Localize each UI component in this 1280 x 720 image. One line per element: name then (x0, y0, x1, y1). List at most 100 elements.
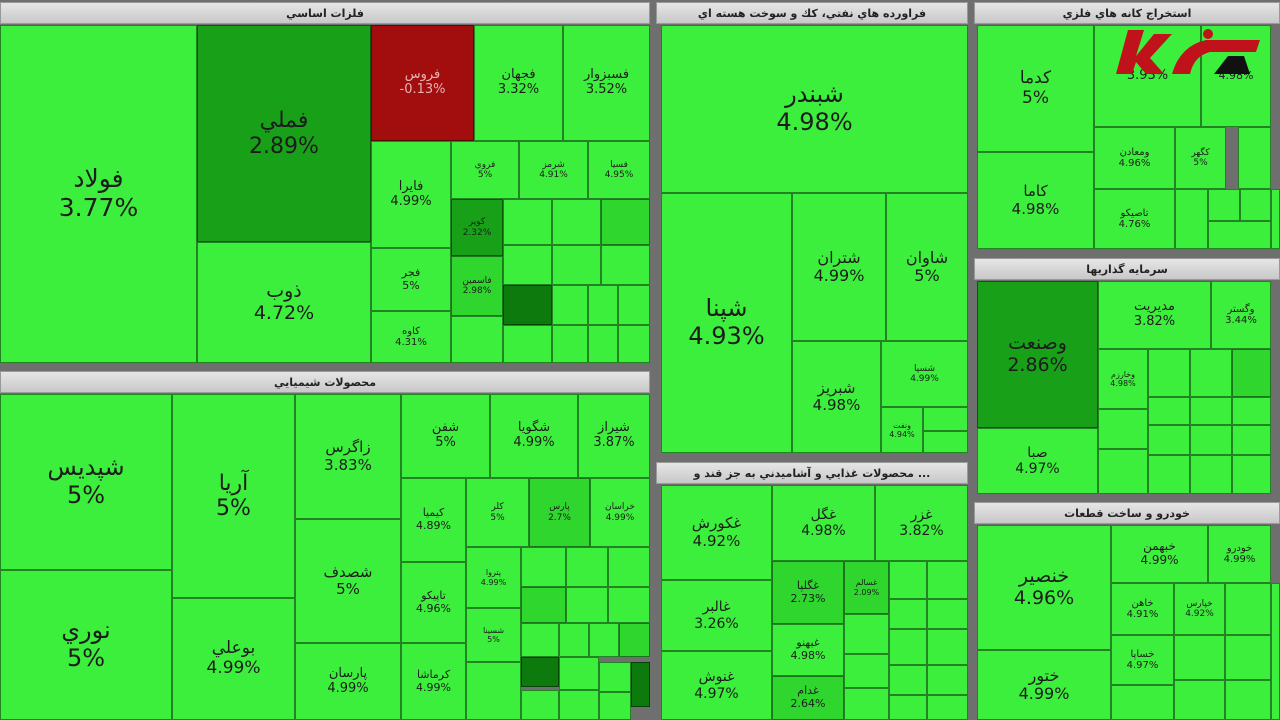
filler-tile[interactable] (559, 657, 599, 690)
stock-tile[interactable]: كرماشا 4.99% (401, 643, 466, 720)
filler-tile[interactable] (923, 407, 968, 431)
filler-tile[interactable] (889, 695, 927, 720)
filler-tile[interactable] (1238, 127, 1271, 189)
filler-tile[interactable] (1190, 425, 1232, 455)
filler-tile[interactable] (521, 657, 559, 687)
stock-tile[interactable]: غالبر 3.26% (661, 580, 772, 651)
filler-tile[interactable] (1174, 635, 1225, 680)
stock-tile[interactable]: خبهمن 4.99% (1111, 525, 1208, 583)
stock-tile[interactable]: خپارس 4.92% (1174, 583, 1225, 635)
filler-tile[interactable] (1232, 397, 1271, 425)
filler-tile[interactable] (589, 623, 619, 657)
stock-tile[interactable]: شپديس 5% (0, 394, 172, 570)
filler-tile[interactable] (588, 285, 618, 325)
filler-tile[interactable] (503, 199, 552, 245)
stock-tile[interactable]: پتروا 4.99% (466, 547, 521, 608)
stock-tile[interactable]: وگستر 3.44% (1211, 281, 1271, 349)
stock-tile[interactable]: كاما 4.98% (977, 152, 1094, 249)
stock-tile[interactable]: غسالم 2.09% (844, 561, 889, 614)
stock-tile[interactable]: فسيا 4.95% (588, 141, 650, 199)
filler-tile[interactable] (889, 599, 927, 629)
filler-tile[interactable] (1174, 680, 1225, 720)
stock-tile[interactable]: فروس -0.13% (371, 25, 474, 141)
filler-tile[interactable] (844, 688, 889, 720)
stock-tile[interactable]: خاهن 4.91% (1111, 583, 1174, 635)
filler-tile[interactable] (601, 245, 650, 285)
filler-tile[interactable] (559, 623, 589, 657)
filler-tile[interactable] (1271, 583, 1280, 720)
stock-tile[interactable]: تاصيكو 4.76% (1094, 189, 1175, 249)
filler-tile[interactable] (552, 285, 588, 325)
filler-tile[interactable] (1240, 189, 1271, 221)
stock-tile[interactable]: كدما 5% (977, 25, 1094, 152)
filler-tile[interactable] (1225, 680, 1271, 720)
stock-tile[interactable]: شفن 5% (401, 394, 490, 478)
stock-tile[interactable]: شبريز 4.98% (792, 341, 881, 453)
filler-tile[interactable] (1148, 425, 1190, 455)
stock-tile[interactable]: شيراز 3.87% (578, 394, 650, 478)
filler-tile[interactable] (503, 245, 552, 285)
stock-tile[interactable]: ومعادن 4.96% (1094, 127, 1175, 189)
stock-tile[interactable]: صبا 4.97% (977, 428, 1098, 494)
stock-tile[interactable]: نوري 5% (0, 570, 172, 720)
stock-tile[interactable]: غگل 4.98% (772, 485, 875, 561)
filler-tile[interactable] (631, 662, 650, 707)
filler-tile[interactable] (599, 692, 631, 720)
stock-tile[interactable]: شسپا 4.99% (881, 341, 968, 407)
filler-tile[interactable] (1190, 455, 1232, 494)
stock-tile[interactable]: شسينا 5% (466, 608, 521, 662)
filler-tile[interactable] (1148, 349, 1190, 397)
filler-tile[interactable] (1208, 221, 1271, 249)
filler-tile[interactable] (503, 285, 552, 325)
stock-tile[interactable]: ختور 4.99% (977, 650, 1111, 720)
stock-tile[interactable]: فجهان 3.32% (474, 25, 563, 141)
filler-tile[interactable] (889, 629, 927, 665)
stock-tile[interactable]: خنصير 4.96% (977, 525, 1111, 650)
filler-tile[interactable] (927, 599, 968, 629)
filler-tile[interactable] (889, 561, 927, 599)
stock-tile[interactable]: غبهنو 4.98% (772, 624, 844, 676)
stock-tile[interactable]: كاوه 4.31% (371, 311, 451, 363)
filler-tile[interactable] (1225, 583, 1271, 635)
filler-tile[interactable] (503, 325, 552, 363)
stock-tile[interactable]: خراسان 4.99% (590, 478, 650, 547)
filler-tile[interactable] (552, 325, 588, 363)
filler-tile[interactable] (1271, 189, 1280, 249)
stock-tile[interactable]: تاپيكو 4.96% (401, 562, 466, 643)
stock-tile[interactable]: وصنعت 2.86% (977, 281, 1098, 428)
stock-tile[interactable]: غدام 2.64% (772, 676, 844, 720)
stock-tile[interactable]: فولاد 3.77% (0, 25, 197, 363)
filler-tile[interactable] (1232, 349, 1271, 397)
filler-tile[interactable] (927, 629, 968, 665)
filler-tile[interactable] (927, 665, 968, 695)
stock-tile[interactable]: مديريت 3.82% (1098, 281, 1211, 349)
filler-tile[interactable] (552, 199, 601, 245)
stock-tile[interactable]: آريا 5% (172, 394, 295, 598)
filler-tile[interactable] (521, 547, 566, 587)
stock-tile[interactable]: فايرا 4.99% (371, 141, 451, 248)
filler-tile[interactable] (566, 547, 608, 587)
filler-tile[interactable] (1190, 397, 1232, 425)
filler-tile[interactable] (1175, 189, 1208, 249)
filler-tile[interactable] (1225, 635, 1271, 680)
filler-tile[interactable] (923, 431, 968, 453)
filler-tile[interactable] (619, 623, 650, 657)
filler-tile[interactable] (608, 547, 650, 587)
filler-tile[interactable] (1208, 189, 1240, 221)
stock-tile[interactable]: شرمز 4.91% (519, 141, 588, 199)
stock-tile[interactable]: خودرو 4.99% (1208, 525, 1271, 583)
stock-tile[interactable]: پارسان 4.99% (295, 643, 401, 720)
filler-tile[interactable] (1148, 455, 1190, 494)
stock-tile[interactable]: ونفت 4.94% (881, 407, 923, 453)
stock-tile[interactable]: خساپا 4.97% (1111, 635, 1174, 685)
stock-tile[interactable]: كيميا 4.89% (401, 478, 466, 562)
stock-tile[interactable]: كوير 2.32% (451, 199, 503, 256)
filler-tile[interactable] (1148, 397, 1190, 425)
filler-tile[interactable] (927, 561, 968, 599)
stock-tile[interactable]: كلر 5% (466, 478, 529, 547)
filler-tile[interactable] (1111, 685, 1174, 720)
filler-tile[interactable] (844, 654, 889, 688)
filler-tile[interactable] (889, 665, 927, 695)
stock-tile[interactable]: شبندر 4.98% (661, 25, 968, 193)
stock-tile[interactable]: غزر 3.82% (875, 485, 968, 561)
